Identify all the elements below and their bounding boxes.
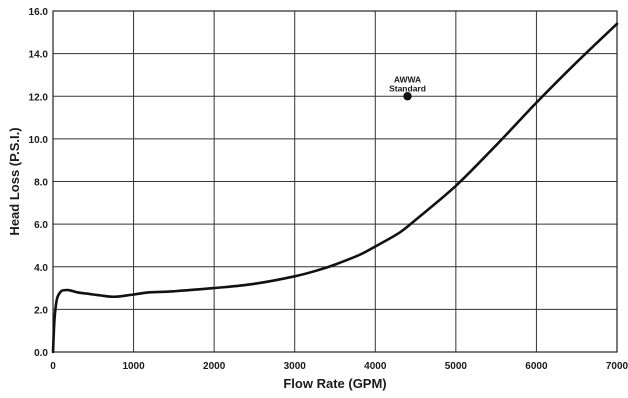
x-tick-label: 5000 bbox=[445, 361, 468, 372]
x-tick-label: 0 bbox=[50, 361, 56, 372]
series-layer bbox=[51, 22, 619, 354]
y-tick-label: 0.0 bbox=[34, 348, 48, 359]
x-tick-label: 2000 bbox=[203, 361, 226, 372]
x-axis-title: Flow Rate (GPM) bbox=[283, 376, 386, 391]
x-tick-labels: 0 1000 2000 3000 4000 5000 6000 7000 bbox=[50, 361, 628, 372]
y-tick-label: 10.0 bbox=[29, 135, 49, 146]
plot-frame bbox=[52, 10, 618, 353]
y-tick-label: 8.0 bbox=[34, 178, 48, 189]
y-tick-labels: 0.0 2.0 4.0 6.0 8.0 10.0 12.0 14.0 16.0 bbox=[29, 7, 49, 359]
grid bbox=[52, 10, 618, 353]
y-tick-label: 4.0 bbox=[34, 263, 48, 274]
y-tick-label: 12.0 bbox=[29, 92, 49, 103]
x-tick-label: 3000 bbox=[284, 361, 307, 372]
head-loss-curve bbox=[51, 22, 619, 354]
awwa-label-line1: AWWA bbox=[394, 74, 421, 84]
y-tick-label: 14.0 bbox=[29, 50, 49, 61]
y-tick-label: 6.0 bbox=[34, 220, 48, 231]
y-tick-label: 2.0 bbox=[34, 305, 48, 316]
x-tick-label: 4000 bbox=[364, 361, 387, 372]
y-axis-title: Head Loss (P.S.I.) bbox=[7, 127, 22, 235]
x-tick-label: 7000 bbox=[606, 361, 628, 372]
x-tick-label: 1000 bbox=[122, 361, 145, 372]
x-tick-label: 6000 bbox=[525, 361, 548, 372]
awwa-label-line2: Standard bbox=[389, 83, 426, 93]
y-tick-label: 16.0 bbox=[29, 7, 49, 18]
awwa-standard-point bbox=[403, 92, 412, 101]
